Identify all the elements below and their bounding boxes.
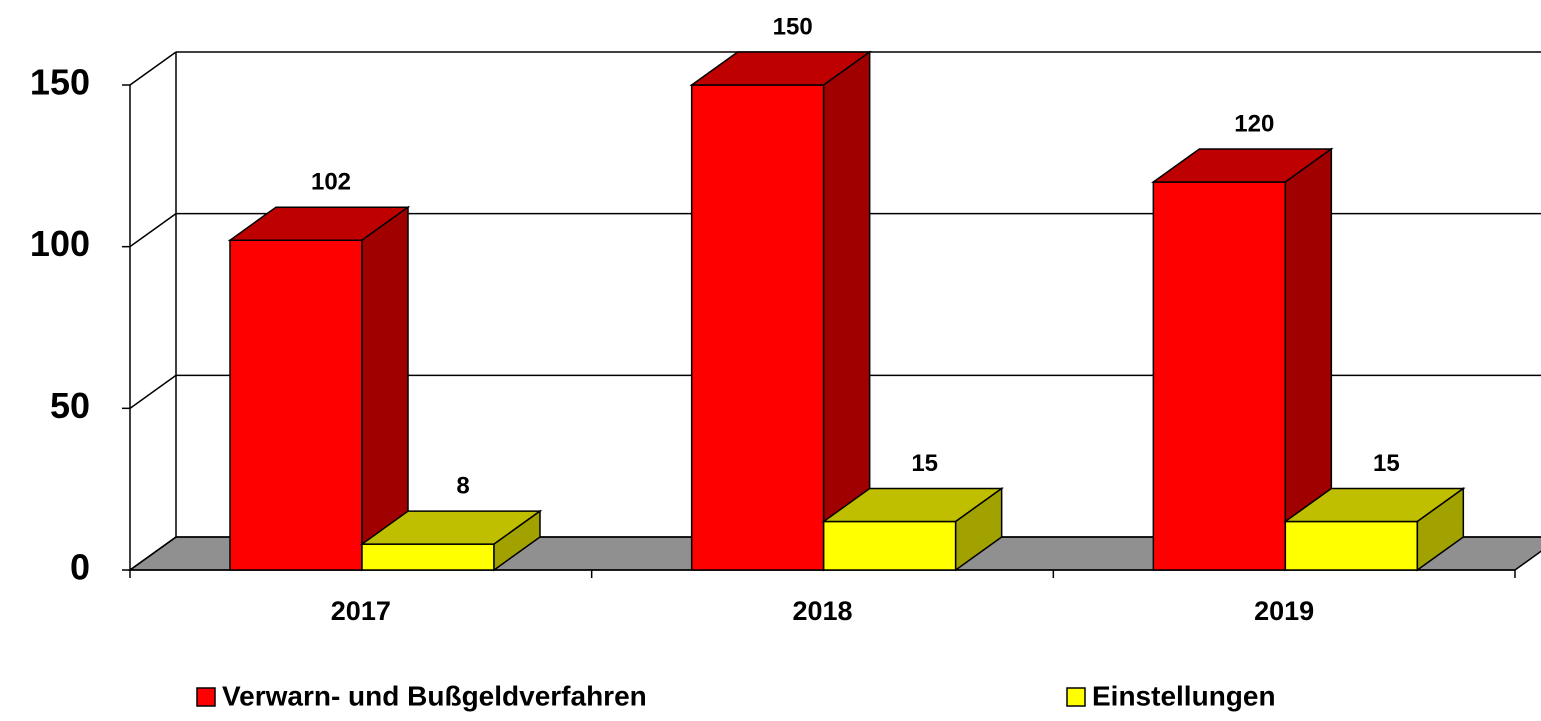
bar-side [954,487,1003,572]
bar-top-shade [1285,488,1464,522]
bar-side-shade [955,488,1002,570]
bar-side-shade [823,52,870,570]
y-tick-label: 0 [70,547,90,588]
bar-side-shade [1285,149,1332,570]
value-label: 8 [456,472,469,499]
legend-label: Einstellungen [1092,680,1276,711]
value-label: 15 [911,450,938,477]
bar-side [1416,487,1465,572]
bar-side-shade [1417,488,1464,570]
bar-top-shade [230,207,408,241]
bar [822,520,957,571]
grid-line-side [129,213,177,248]
value-label: 102 [311,169,351,196]
y-tick-label: 150 [30,62,90,103]
bar [690,84,825,571]
y-tick-label: 100 [30,223,90,264]
bar-top-shade [362,511,540,545]
legend-label: Verwarn- und Bußgeldverfahren [222,680,647,711]
bar-top-shade [823,488,1002,522]
bar-top-shade [1153,149,1332,182]
x-tick-label: 2018 [792,596,852,626]
bar [229,239,363,571]
value-label: 15 [1373,450,1400,477]
grid-line-side [129,51,177,86]
value-label: 150 [773,13,813,40]
grid-line-side [129,536,177,571]
bar-side-shade [494,511,540,570]
legend-swatch [1066,687,1086,707]
legend-swatch [196,687,216,707]
y-tick-label: 50 [50,385,90,426]
grid-line-side [129,374,177,409]
value-label: 120 [1234,110,1274,137]
bar [361,543,495,571]
bar-side-shade [362,207,408,570]
x-tick-label: 2019 [1254,596,1314,626]
bar [1152,181,1287,571]
bar-top-shade [691,52,870,85]
bar-side [493,509,541,572]
x-tick-label: 2017 [331,596,391,626]
bar [1284,520,1419,571]
